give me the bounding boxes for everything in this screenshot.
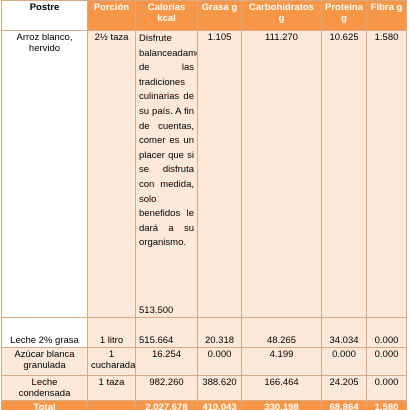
cell: 16.254 [135, 347, 198, 376]
row: Arroz blanco, hervido 2½ taza Disfrute b… [1, 30, 407, 318]
cell: 111.270 [241, 30, 322, 318]
header-cell: Porción [87, 0, 136, 31]
cell: 2½ taza [87, 30, 136, 318]
row: Leche condensada 1 taza 982.260 388.620 … [1, 375, 407, 401]
total-cell: 2,027.678 [135, 400, 198, 410]
cell: 4.199 [241, 347, 322, 376]
header-cell: Calorías kcal [135, 0, 198, 31]
note: Disfrute balanceadamente de las tradicio… [139, 33, 197, 249]
cell: 1 taza [87, 375, 136, 401]
cell: Disfrute balanceadamente de las tradicio… [135, 30, 198, 318]
cell: 982.260 [135, 375, 198, 401]
total-cell: 68.864 [321, 400, 367, 410]
cell: Leche 2% grasa [1, 317, 88, 348]
total-cell: 1.580 [366, 400, 407, 410]
cell: Azúcar blanca granulada [1, 347, 88, 376]
header-cell: Grasa g [197, 0, 242, 31]
cell: 0.000 [321, 347, 367, 376]
cell: 0.000 [366, 317, 407, 348]
cell: 10.625 [321, 30, 367, 318]
cell: 0.000 [366, 375, 407, 401]
cell: 20.318 [197, 317, 242, 348]
total-label: Total [1, 400, 88, 410]
cell: 1.580 [366, 30, 407, 318]
total-row: Total 2,027.678 410.043 330.198 68.864 1… [1, 400, 407, 410]
cell: 166.464 [241, 375, 322, 401]
total-cell: 410.043 [197, 400, 242, 410]
cell: 34.034 [321, 317, 367, 348]
row: Leche 2% grasa 1 litro 515.664 20.318 48… [1, 317, 407, 348]
header-cell: Proteína g [321, 0, 367, 31]
cell: 515.664 [135, 317, 198, 348]
row: Azúcar blanca granulada 1 cucharada 16.2… [1, 347, 407, 376]
cell: 1 cucharada [87, 347, 136, 376]
cell: 388.620 [197, 375, 242, 401]
cell: Arroz blanco, hervido [1, 30, 88, 318]
cell: 24.205 [321, 375, 367, 401]
header-cell: Fibra g [366, 0, 407, 31]
cell: 0.000 [197, 347, 242, 376]
header-cell: Carbohidratos g [241, 0, 322, 31]
cell: 1 litro [87, 317, 136, 348]
header-cell: Postre [1, 0, 88, 31]
cell-value: 513.500 [139, 305, 174, 316]
cell: 48.265 [241, 317, 322, 348]
empty-cell [87, 400, 136, 410]
total-cell: 330.198 [241, 400, 322, 410]
header-row: Postre Porción Calorías kcal Grasa g Car… [1, 0, 407, 31]
cell: 1.105 [197, 30, 242, 318]
cell: Leche condensada [1, 375, 88, 401]
cell: 0.000 [366, 347, 407, 376]
